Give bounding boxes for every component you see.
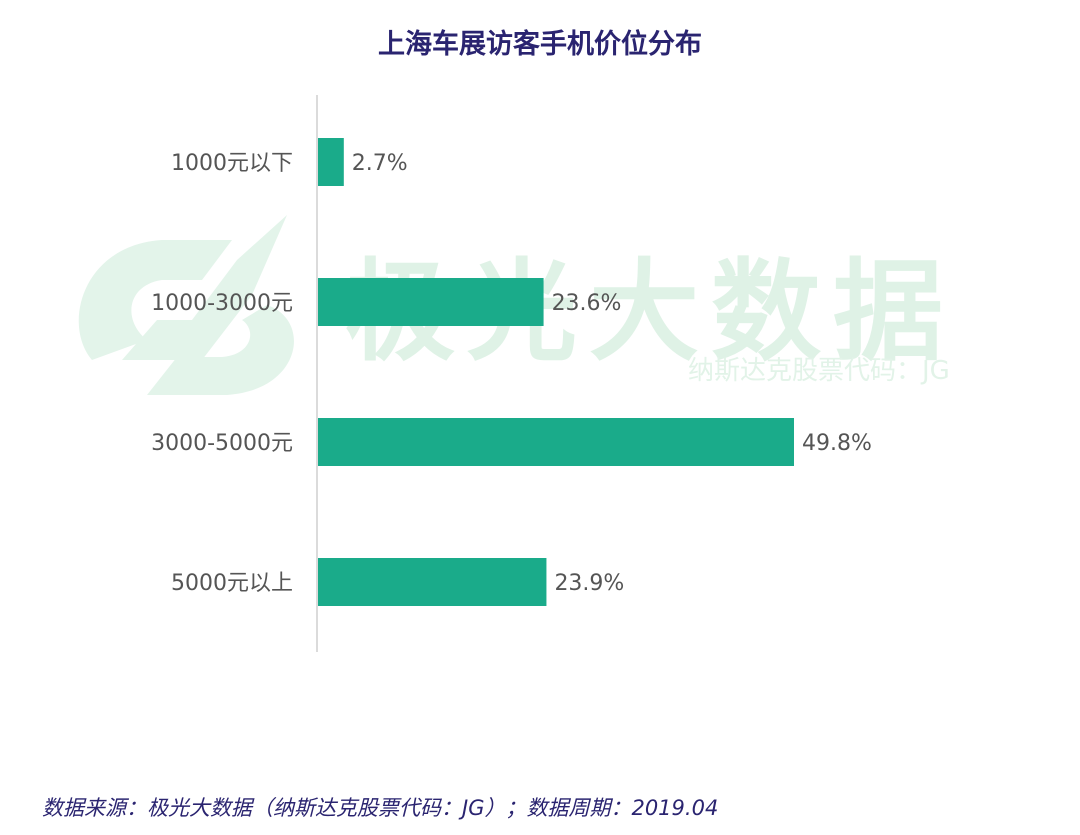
category-label-2: 3000-5000元	[151, 431, 293, 456]
value-label-3: 23.9%	[554, 571, 624, 596]
value-label-2: 49.8%	[802, 431, 872, 456]
bar-1	[318, 278, 544, 326]
bars-group: 1000元以下 2.7% 1000-3000元 23.6% 3000-5000元 49.8…	[151, 138, 872, 606]
bar-2	[318, 418, 794, 466]
bar-3	[318, 558, 547, 606]
chart-title: 上海车展访客手机价位分布	[378, 29, 702, 60]
category-label-0: 1000元以下	[171, 151, 293, 176]
value-label-0: 2.7%	[352, 151, 408, 176]
data-source-footer: 数据来源：极光大数据（纳斯达克股票代码：JG）；数据周期：2019.04	[42, 796, 719, 820]
category-label-1: 1000-3000元	[151, 291, 293, 316]
category-label-3: 5000元以上	[171, 571, 293, 596]
value-label-1: 23.6%	[552, 291, 622, 316]
bar-0	[318, 138, 344, 186]
